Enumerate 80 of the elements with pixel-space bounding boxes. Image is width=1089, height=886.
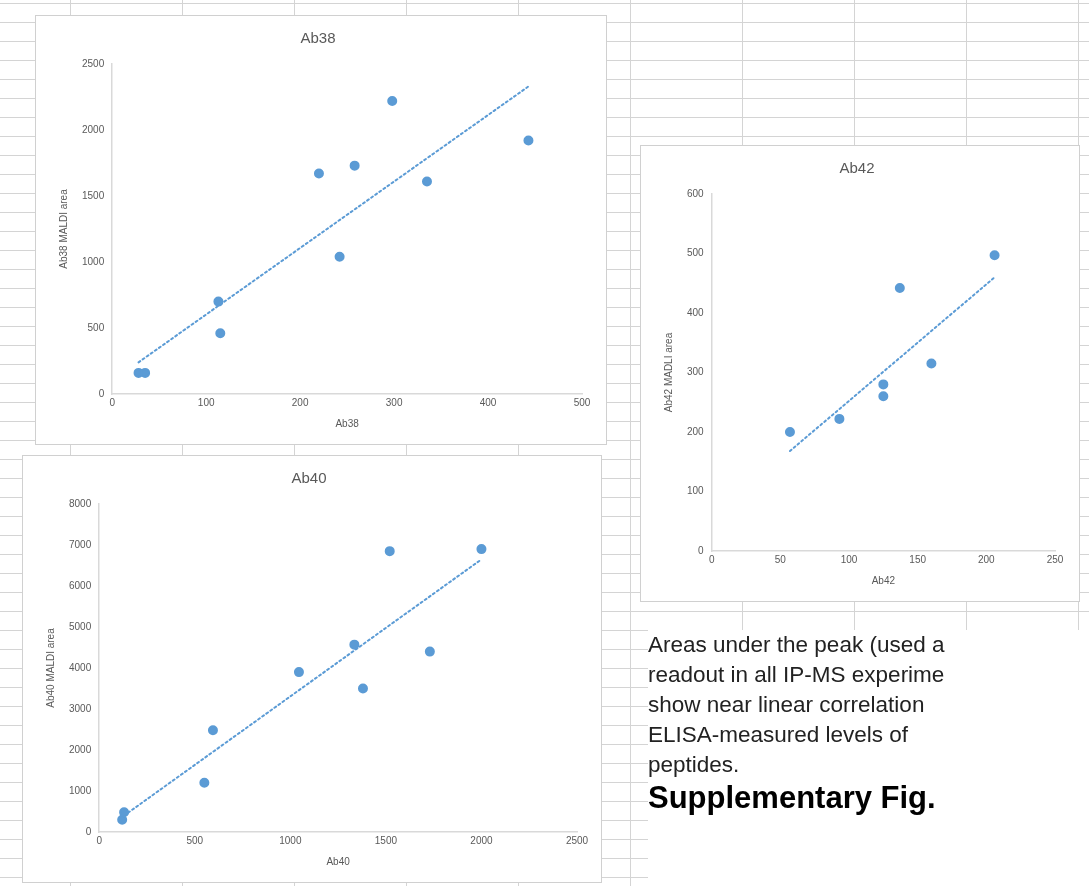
y-tick-label: 100 [687,485,705,497]
y-tick-label: 3000 [69,702,92,714]
x-tick-label: 1000 [279,834,302,846]
x-tick-label: 200 [291,396,309,408]
y-tick-label: 2000 [69,743,92,755]
y-tick-label: 1000 [82,255,105,267]
point [784,427,795,437]
y-tick-label: 500 [687,247,705,259]
point [878,391,889,402]
text: Areas under the peak (used a [648,631,946,659]
point [349,160,360,171]
point [834,413,845,424]
y-tick-label: 5000 [69,620,92,632]
x-tick-label: 500 [186,834,204,846]
x-tick-label: 100 [197,396,215,408]
x-tick-label: 0 [708,553,715,565]
point [384,546,395,557]
point [119,807,130,818]
point [387,95,398,106]
x-tick-label: 250 [1046,553,1064,565]
point [523,135,534,146]
point [357,683,368,694]
x-axis-title: Ab38 [335,417,360,429]
chart-title: Ab40 [291,469,327,487]
point [140,367,151,378]
x-tick-label: 50 [774,553,787,565]
y-tick-label: 1000 [69,784,92,796]
y-tick-label: 6000 [69,579,92,591]
point [421,176,432,187]
y-axis-title: Ab42 MADLI area [662,332,674,413]
chart-title: Ab38 [300,29,336,47]
y-tick-label: 8000 [69,497,92,509]
y-axis-title: Ab38 MALDI area [57,188,69,269]
y-axis-title: Ab40 MALDI area [44,627,56,708]
x-tick-label: 150 [909,553,927,565]
y-tick-label: 200 [687,425,705,437]
y-tick-label: 400 [687,306,705,318]
x-tick-label: 100 [840,553,858,565]
text: show near linear correlation [648,691,926,719]
x-tick-label: 0 [109,396,116,408]
y-tick-label: 2000 [82,123,105,135]
y-tick-label: 1500 [82,189,105,201]
x-tick-label: 300 [385,396,403,408]
y-tick-label: 300 [687,366,705,378]
point [334,251,345,262]
point [313,168,324,179]
x-tick-label: 200 [977,553,996,565]
text: readout in all IP-MS experime [648,661,946,689]
point [894,283,905,294]
point [476,544,487,555]
text: ELISA-measured levels of [648,721,910,749]
y-tick-label: 7000 [69,538,92,550]
point [215,328,226,339]
y-tick-label: 0 [98,387,105,399]
point [424,646,435,657]
point [349,639,360,650]
x-axis-title: Ab40 [326,855,351,867]
y-tick-label: 0 [698,544,705,556]
x-tick-label: 500 [573,396,591,408]
point [199,777,210,788]
y-tick-label: 0 [85,825,92,837]
point [926,358,937,369]
y-tick-label: 600 [687,187,705,199]
y-tick-label: 500 [87,321,105,333]
point [213,296,224,307]
x-tick-label: 1500 [374,834,398,846]
point [989,250,1000,261]
chart-title: Ab42 [839,159,875,177]
x-tick-label: 2000 [470,834,494,846]
x-tick-label: 400 [479,396,497,408]
x-tick-label: 2500 [565,834,589,846]
y-tick-label: 2500 [82,57,105,69]
point [207,725,218,736]
point [293,667,304,678]
point [878,379,889,390]
y-tick-label: 4000 [69,661,92,673]
x-axis-title: Ab42 [871,574,896,586]
text: peptides. [648,751,741,779]
text: Supplementary Fig. [648,780,937,816]
point [117,814,128,825]
